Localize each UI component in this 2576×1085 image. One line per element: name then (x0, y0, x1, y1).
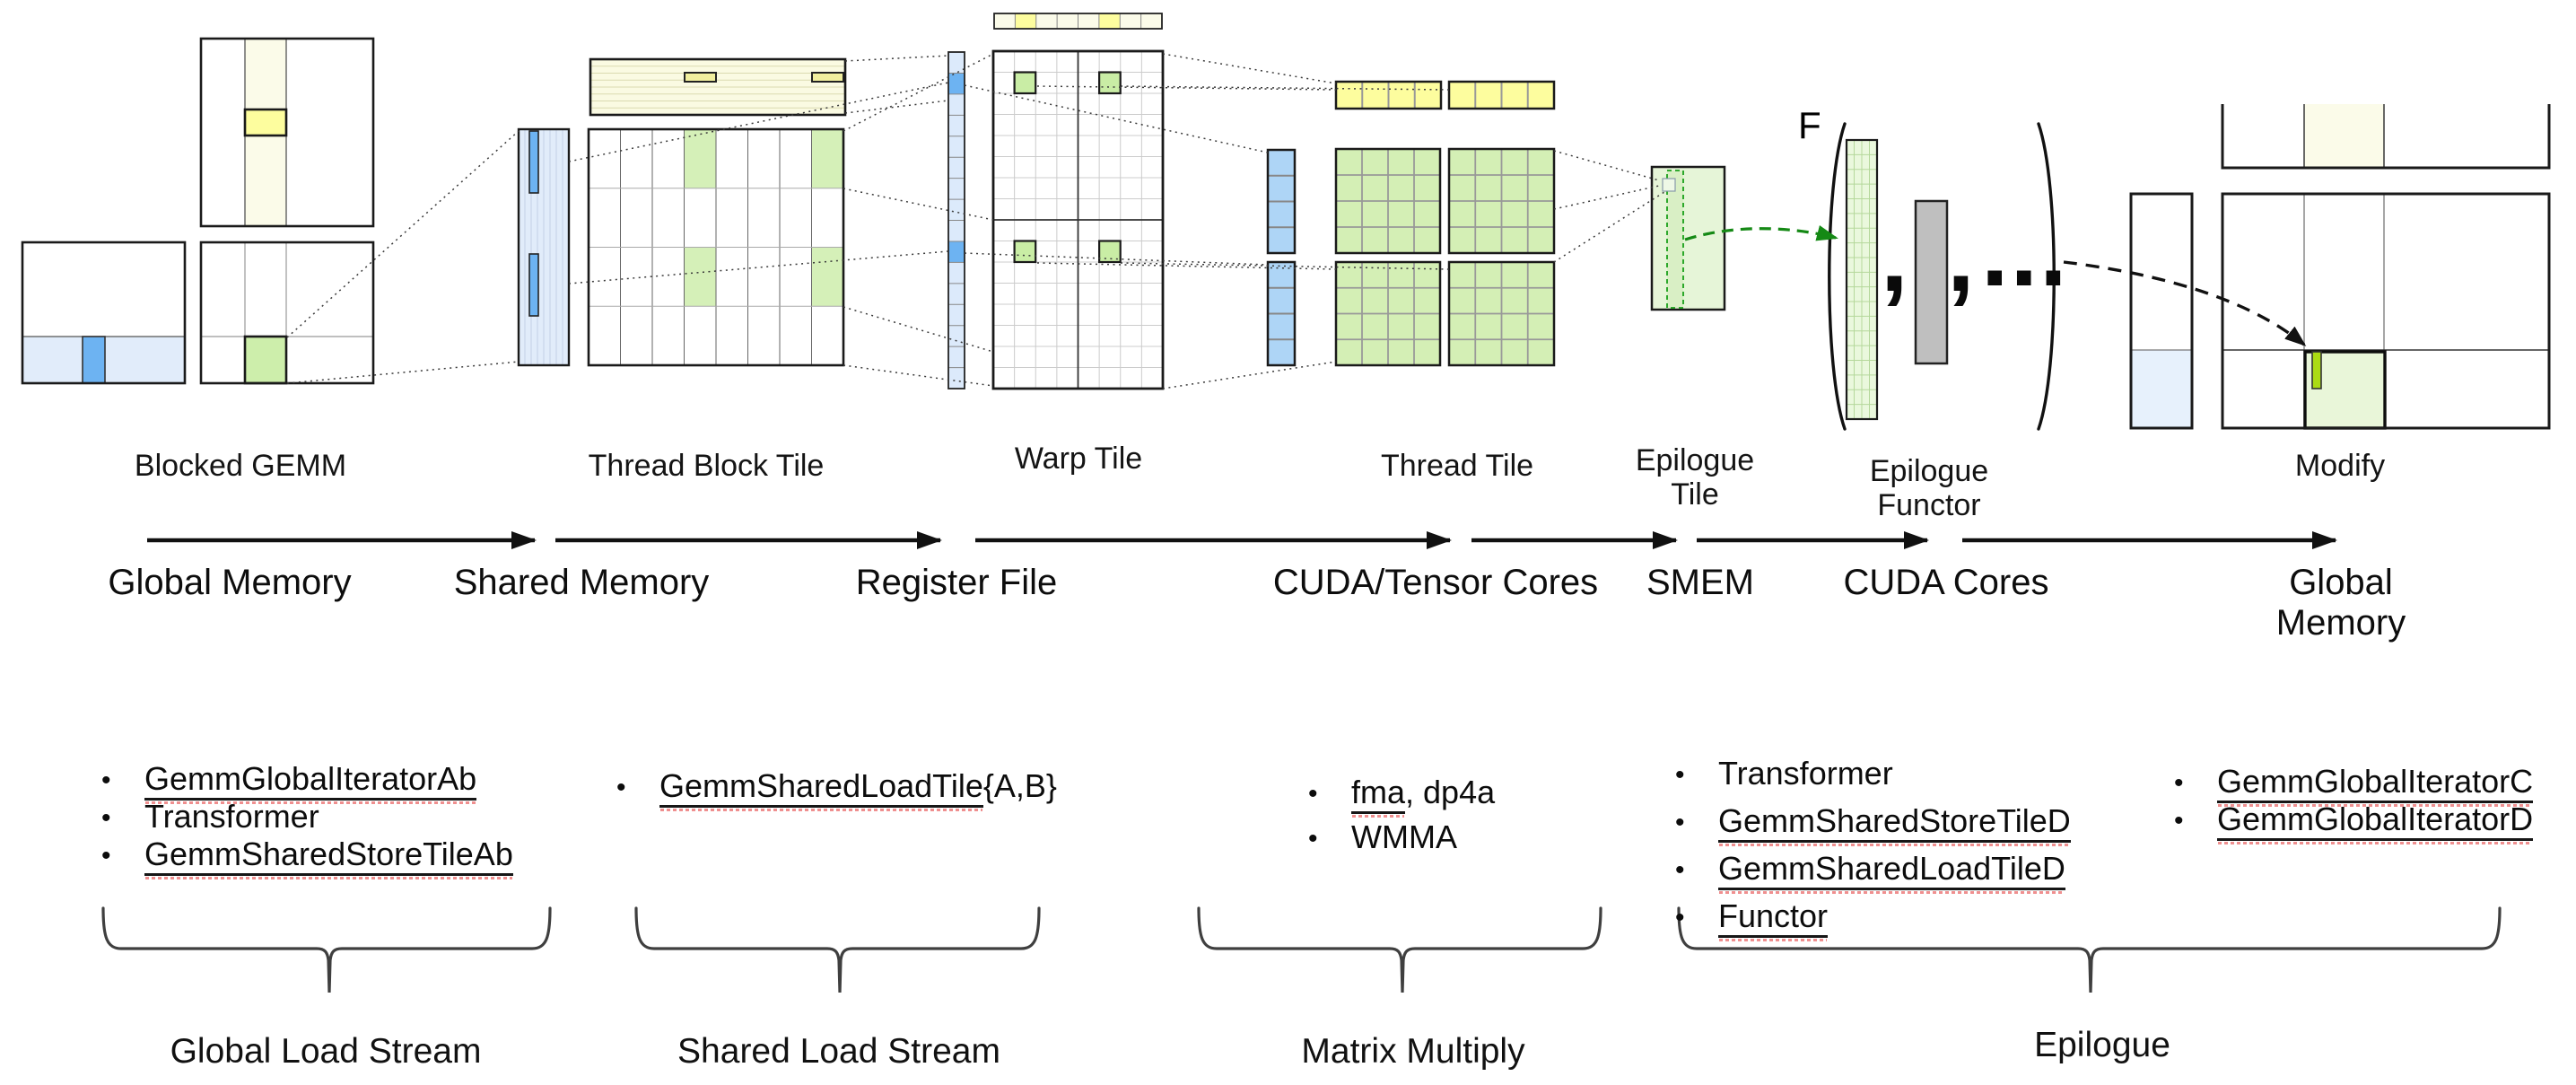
dotted-connectors (286, 53, 1665, 389)
bullet-icon: • (101, 803, 111, 833)
thread-yellow-strips (1334, 80, 1556, 110)
group-label-matrix-multiply: Matrix Multiply (1301, 1032, 1525, 1071)
list-item-text: fma (1351, 774, 1406, 814)
stage-label-thread-tile: Thread Tile (1380, 449, 1534, 483)
threadblock-a-strip (517, 127, 571, 367)
group-label-global-load-stream: Global Load Stream (170, 1032, 482, 1071)
list-item: • Transformer (1666, 750, 2071, 798)
stage-label-epilogue-functor: Epilogue Functor (1869, 454, 1989, 522)
bullet-icon: • (101, 841, 111, 871)
warp-main-grid (991, 49, 1165, 390)
list-epilogue-right: • GemmGlobalIteratorC • GemmGlobalIterator… (2165, 763, 2534, 841)
brace-shared-load-stream (634, 906, 1041, 993)
memory-label-register-file: Register File (855, 563, 1058, 602)
modify-matrix-a (2129, 192, 2194, 430)
modify-matrix-c (2221, 192, 2551, 430)
list-item: • GemmGlobalIteratorAb (92, 760, 513, 801)
thread-blue-strips (1266, 148, 1297, 367)
blocked-gemm-matrix-c (199, 241, 375, 385)
modify-matrix-b (2221, 104, 2551, 170)
list-item-text: Transformer (1718, 755, 1893, 792)
list-epilogue-left: • Transformer • GemmSharedStoreTileD • Gemm… (1666, 750, 2071, 941)
threadblock-b-strip (589, 57, 847, 117)
bullet-icon: • (616, 773, 626, 802)
memory-label-global-memory-1: Global Memory (108, 563, 352, 602)
thread-green-grids (1334, 147, 1556, 367)
group-braces (101, 906, 2502, 993)
stage-label-epilogue-tile: Epilogue Tile (1635, 443, 1755, 512)
list-item-text: GemmSharedLoadTileD (1718, 850, 2065, 890)
warp-left-strip (947, 51, 965, 389)
functor-symbol: F (1798, 104, 1821, 146)
bullet-icon: • (1308, 824, 1318, 853)
open-paren (1828, 122, 1847, 431)
bullet-icon: • (1675, 855, 1685, 885)
green-dashed-arrow (1684, 225, 1838, 241)
bullet-icon: • (101, 766, 111, 795)
list-item: • WMMA (1299, 816, 1495, 861)
memory-label-global-memory-2: Global Memory (2275, 563, 2406, 643)
list-item-text: Functor (1718, 897, 1829, 938)
bullet-icon: • (2174, 768, 2184, 798)
stage-label-thread-block-tile: Thread Block Tile (588, 449, 825, 483)
close-paren (2037, 122, 2056, 431)
bullet-icon: • (1675, 903, 1685, 932)
list-shared-load-stream: • GemmSharedLoadTile{A,B} (607, 767, 1057, 808)
list-item: • GemmGlobalIteratorC (2165, 763, 2534, 803)
bullet-icon: • (2174, 806, 2184, 836)
list-item-text: GemmSharedStoreTileAb (144, 836, 513, 876)
blocked-gemm-matrix-a (21, 241, 187, 385)
modified-fragment-bar (2311, 351, 2322, 389)
memory-label-shared-memory: Shared Memory (453, 563, 710, 602)
memory-label-cuda-tensor-cores: CUDA/Tensor Cores (1272, 563, 1599, 602)
list-item: • GemmSharedLoadTile{A,B} (607, 767, 1057, 808)
blocked-gemm-matrix-b (199, 37, 375, 228)
bullet-icon: • (1308, 779, 1318, 809)
list-item-text: GemmGlobalIteratorAb (144, 760, 477, 801)
stage-label-warp-tile: Warp Tile (1014, 442, 1143, 476)
stage-label-blocked-gemm: Blocked GEMM (134, 449, 347, 483)
list-item: • fma, dp4a (1299, 771, 1495, 816)
list-item: • GemmGlobalIteratorD (2165, 801, 2534, 841)
list-global-load-stream: • GemmGlobalIteratorAb • Transformer • Gemm… (92, 760, 513, 876)
gray-operand-bar (1914, 199, 1949, 365)
memory-label-cuda-cores: CUDA Cores (1843, 563, 2049, 602)
list-item-text: Transformer (144, 798, 319, 835)
list-matrix-multiply: • fma, dp4a • WMMA (1299, 771, 1495, 861)
list-item-text: GemmSharedStoreTileD (1718, 802, 2071, 843)
functor-ellipsis: ... (1981, 197, 2069, 307)
group-label-epilogue: Epilogue (2034, 1026, 2170, 1064)
functor-comma-1: , (1881, 202, 1908, 312)
brace-global-load-stream (101, 906, 552, 993)
list-item: • GemmSharedLoadTileD (1666, 845, 2071, 893)
list-item-text: WMMA (1351, 818, 1457, 855)
bullet-icon: • (1675, 760, 1685, 790)
functor-comma-2: , (1947, 202, 1975, 312)
list-item-text: , dp4a (1405, 774, 1496, 810)
list-item: • GemmSharedStoreTileD (1666, 798, 2071, 845)
brace-epilogue (1677, 906, 2502, 993)
epilogue-functor-figure (1828, 122, 2056, 431)
list-item: • GemmSharedStoreTileAb (92, 836, 513, 876)
warp-top-strip (993, 13, 1163, 30)
group-label-shared-load-stream: Shared Load Stream (677, 1032, 1000, 1071)
bullet-icon: • (1675, 808, 1685, 837)
threadblock-c-grid (587, 127, 845, 367)
list-item-text: GemmGlobalIteratorC (2217, 763, 2534, 803)
list-item-text: GemmSharedLoadTile (659, 767, 983, 808)
stage-label-modify: Modify (2294, 449, 2386, 483)
list-item-text: {A,B} (982, 767, 1057, 804)
list-item-text: GemmGlobalIteratorD (2217, 801, 2534, 841)
memory-label-smem: SMEM (1646, 563, 1754, 602)
brace-matrix-multiply (1197, 906, 1602, 993)
black-dashed-arrow (2063, 260, 2307, 346)
list-item: • Functor (1666, 893, 2071, 941)
list-item: • Transformer (92, 799, 513, 836)
